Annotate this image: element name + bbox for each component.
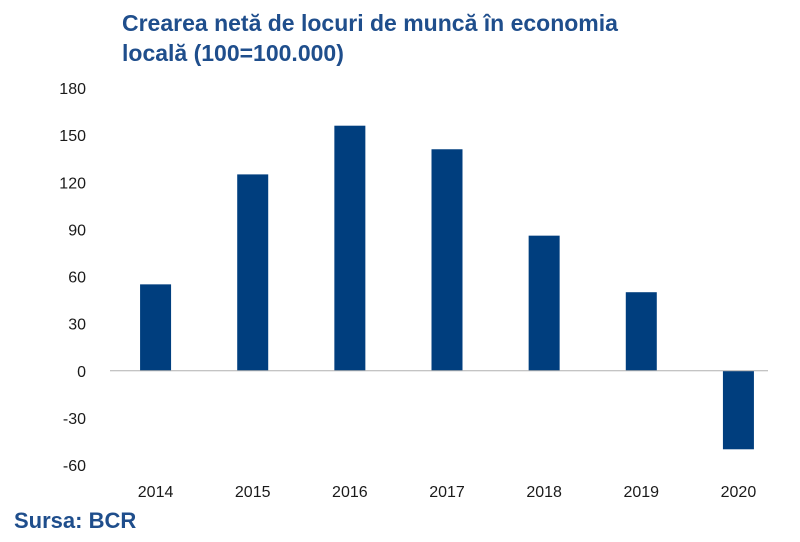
bar-2018 <box>528 235 560 371</box>
y-tick-label: -30 <box>63 411 86 428</box>
y-tick-label: 180 <box>59 81 86 98</box>
chart-title: Crearea netă de locuri de muncă în econo… <box>122 8 762 68</box>
y-tick-label: 90 <box>68 222 86 239</box>
x-axis-ticks: 2014 2015 2016 2017 2018 2019 2020 <box>138 484 757 501</box>
x-tick-label: 2016 <box>332 484 368 501</box>
x-tick-label: 2020 <box>721 484 757 501</box>
bar-2015 <box>237 174 269 371</box>
bars-group <box>140 125 754 450</box>
bar-2017 <box>431 149 463 371</box>
y-tick-label: -60 <box>63 458 86 475</box>
bar-2019 <box>625 292 657 371</box>
y-tick-label: 60 <box>68 270 86 287</box>
x-tick-label: 2015 <box>235 484 271 501</box>
y-tick-label: 30 <box>68 317 86 334</box>
bar-2016 <box>334 125 366 371</box>
x-tick-label: 2017 <box>429 484 465 501</box>
x-tick-label: 2014 <box>138 484 174 501</box>
source-note: Sursa: BCR <box>14 508 137 533</box>
y-tick-label: 0 <box>77 364 86 381</box>
bar-2014 <box>140 284 172 371</box>
chart-title-line-1: Crearea netă de locuri de muncă în econo… <box>122 10 618 36</box>
y-tick-label: 150 <box>59 128 86 145</box>
y-tick-label: 120 <box>59 175 86 192</box>
bar-2020 <box>722 370 754 450</box>
y-axis-ticks: 180 150 120 90 60 30 0 -30 -60 <box>59 81 86 475</box>
chart-title-line-2: locală (100=100.000) <box>122 40 344 66</box>
x-tick-label: 2018 <box>526 484 562 501</box>
x-tick-label: 2019 <box>623 484 659 501</box>
